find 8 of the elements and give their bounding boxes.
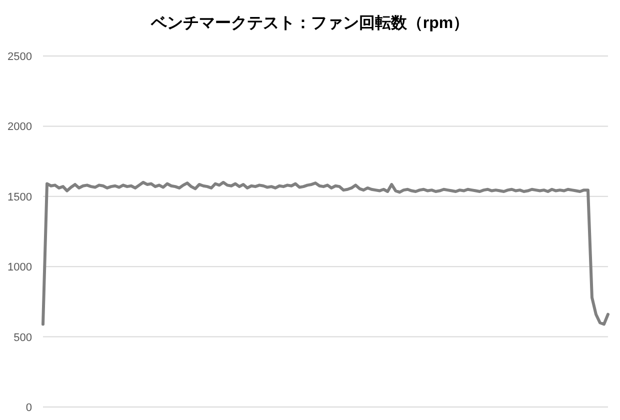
- y-tick-label: 2000: [8, 121, 32, 134]
- chart-title: ベンチマークテスト：ファン回転数（rpm）: [150, 14, 470, 32]
- line-series: [42, 180, 610, 326]
- y-tick-label: 0: [26, 402, 32, 414]
- y-tick-label: 500: [14, 332, 32, 344]
- y-tick-label: 2500: [8, 51, 32, 63]
- y-tick-label: 1000: [8, 262, 32, 274]
- y-tick-label: 1500: [8, 191, 32, 204]
